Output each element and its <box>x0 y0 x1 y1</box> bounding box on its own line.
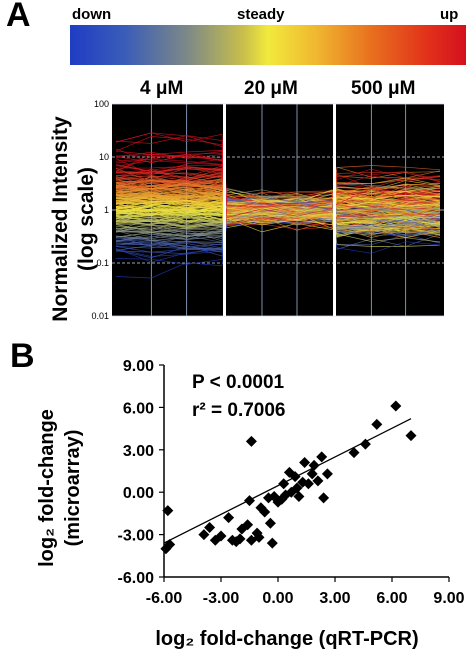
expression-profile-line <box>115 197 441 249</box>
expression-profile-chart: 100 10 1 0.1 0.01 <box>91 100 444 320</box>
panel-b-letter: B <box>10 337 35 375</box>
scatter-ytick-label: -6.00 <box>118 570 155 587</box>
expression-profile-line <box>115 186 441 224</box>
chart-a-ytick-label: 1 <box>104 205 109 215</box>
scatter-point <box>302 478 314 490</box>
concentration-label-1: 4 μM <box>140 78 184 99</box>
expression-profile-line <box>115 166 441 210</box>
concentration-label-2: 20 μM <box>244 78 298 99</box>
scatter-point <box>371 418 383 430</box>
expression-profile-line <box>115 167 441 229</box>
scatter-point <box>278 478 290 490</box>
chart-a-ytick-label: 0.1 <box>96 258 109 268</box>
panel-a-ylabel-line1: Normalized Intensity <box>49 116 72 322</box>
expression-profile-line <box>115 160 441 209</box>
scatter-point <box>244 495 255 507</box>
scatter-point <box>289 471 301 483</box>
expression-profile-line <box>115 194 441 215</box>
scatter-ytick-label: -3.00 <box>118 528 155 545</box>
scatter-point <box>245 435 257 447</box>
scatter-ytick-label: 0.00 <box>123 485 154 502</box>
scatter-point <box>318 492 330 504</box>
scatter-point <box>291 482 303 494</box>
scatter-ylabel-line2: (microarray) <box>62 430 84 547</box>
annotation-r-squared: r² = 0.7006 <box>192 400 286 421</box>
scatter-point <box>204 522 216 534</box>
expression-profile-line <box>115 193 441 238</box>
scatter-ylabel-line1: log₂ fold-change <box>36 409 58 567</box>
scatter-point <box>308 459 320 471</box>
scatter-point <box>242 519 254 531</box>
scatter-point <box>264 517 276 529</box>
scatter-point <box>306 468 318 480</box>
expression-profile-line <box>115 175 441 215</box>
scatter-point <box>348 447 360 459</box>
expression-profile-line <box>115 183 441 233</box>
scatter-point <box>405 430 417 442</box>
scatter-xtick-label: -6.00 <box>146 590 183 607</box>
scatter-ytick-label: 3.00 <box>123 443 154 460</box>
scatter-ytick-label: 9.00 <box>123 358 154 375</box>
expression-profile-line <box>115 199 441 249</box>
scatter-point <box>198 529 210 541</box>
scatter-point <box>272 496 284 508</box>
scatter-point <box>162 505 174 517</box>
scatter-point <box>312 475 324 487</box>
expression-profile-line <box>115 191 441 216</box>
scatter-point <box>259 506 271 518</box>
expression-profile-line <box>115 210 441 233</box>
scale-label-down: down <box>72 6 112 23</box>
scatter-point <box>164 538 176 550</box>
scatter-point <box>316 451 328 463</box>
scatter-xtick-label: -3.00 <box>203 590 240 607</box>
scale-label-steady: steady <box>237 6 285 23</box>
scatter-xtick-label: 6.00 <box>376 590 407 607</box>
scatter-xtick-label: 9.00 <box>433 590 464 607</box>
scatter-xtick-label: 0.00 <box>262 590 293 607</box>
expression-profile-line <box>115 206 441 227</box>
expression-profile-line <box>115 201 441 233</box>
scatter-xtick-label: 3.00 <box>319 590 350 607</box>
expression-profile-line <box>115 170 441 214</box>
scatter-point <box>245 534 257 546</box>
scatter-point <box>359 438 371 450</box>
scatter-point <box>255 502 267 514</box>
scale-label-up: up <box>440 6 459 23</box>
expression-profile-line <box>115 215 441 243</box>
scatter-point <box>253 531 265 543</box>
scatter-point <box>215 530 227 542</box>
expression-profile-line <box>115 194 441 226</box>
chart-a-ytick-label: 0.01 <box>91 311 109 320</box>
scatter-point <box>209 534 221 546</box>
chart-a-ytick-label: 100 <box>94 100 109 109</box>
expression-profile-line <box>115 201 441 220</box>
chart-a-ytick-label: 10 <box>99 152 109 162</box>
scatter-point <box>223 512 235 524</box>
color-scale-bar <box>70 25 466 65</box>
scatter-point <box>293 490 305 502</box>
concentration-label-3: 500 μM <box>351 78 416 99</box>
trend-line <box>163 418 412 544</box>
scatter-point <box>390 400 402 412</box>
scatter-point <box>321 468 333 480</box>
scatter-point <box>236 523 248 535</box>
scatter-point <box>299 457 311 469</box>
annotation-p-value: P < 0.0001 <box>192 372 285 393</box>
scatter-xlabel: log₂ fold-change (qRT-PCR) <box>155 628 418 650</box>
expression-profile-line <box>115 187 441 215</box>
panel-a-letter: A <box>6 0 31 34</box>
scatter-point <box>266 537 278 549</box>
scatter-point <box>234 533 246 545</box>
scatter-chart: -6.00 -3.00 0.00 3.00 6.00 9.00 -6.00 -3.00 0.00… <box>36 358 465 650</box>
scatter-ytick-label: 6.00 <box>123 400 154 417</box>
